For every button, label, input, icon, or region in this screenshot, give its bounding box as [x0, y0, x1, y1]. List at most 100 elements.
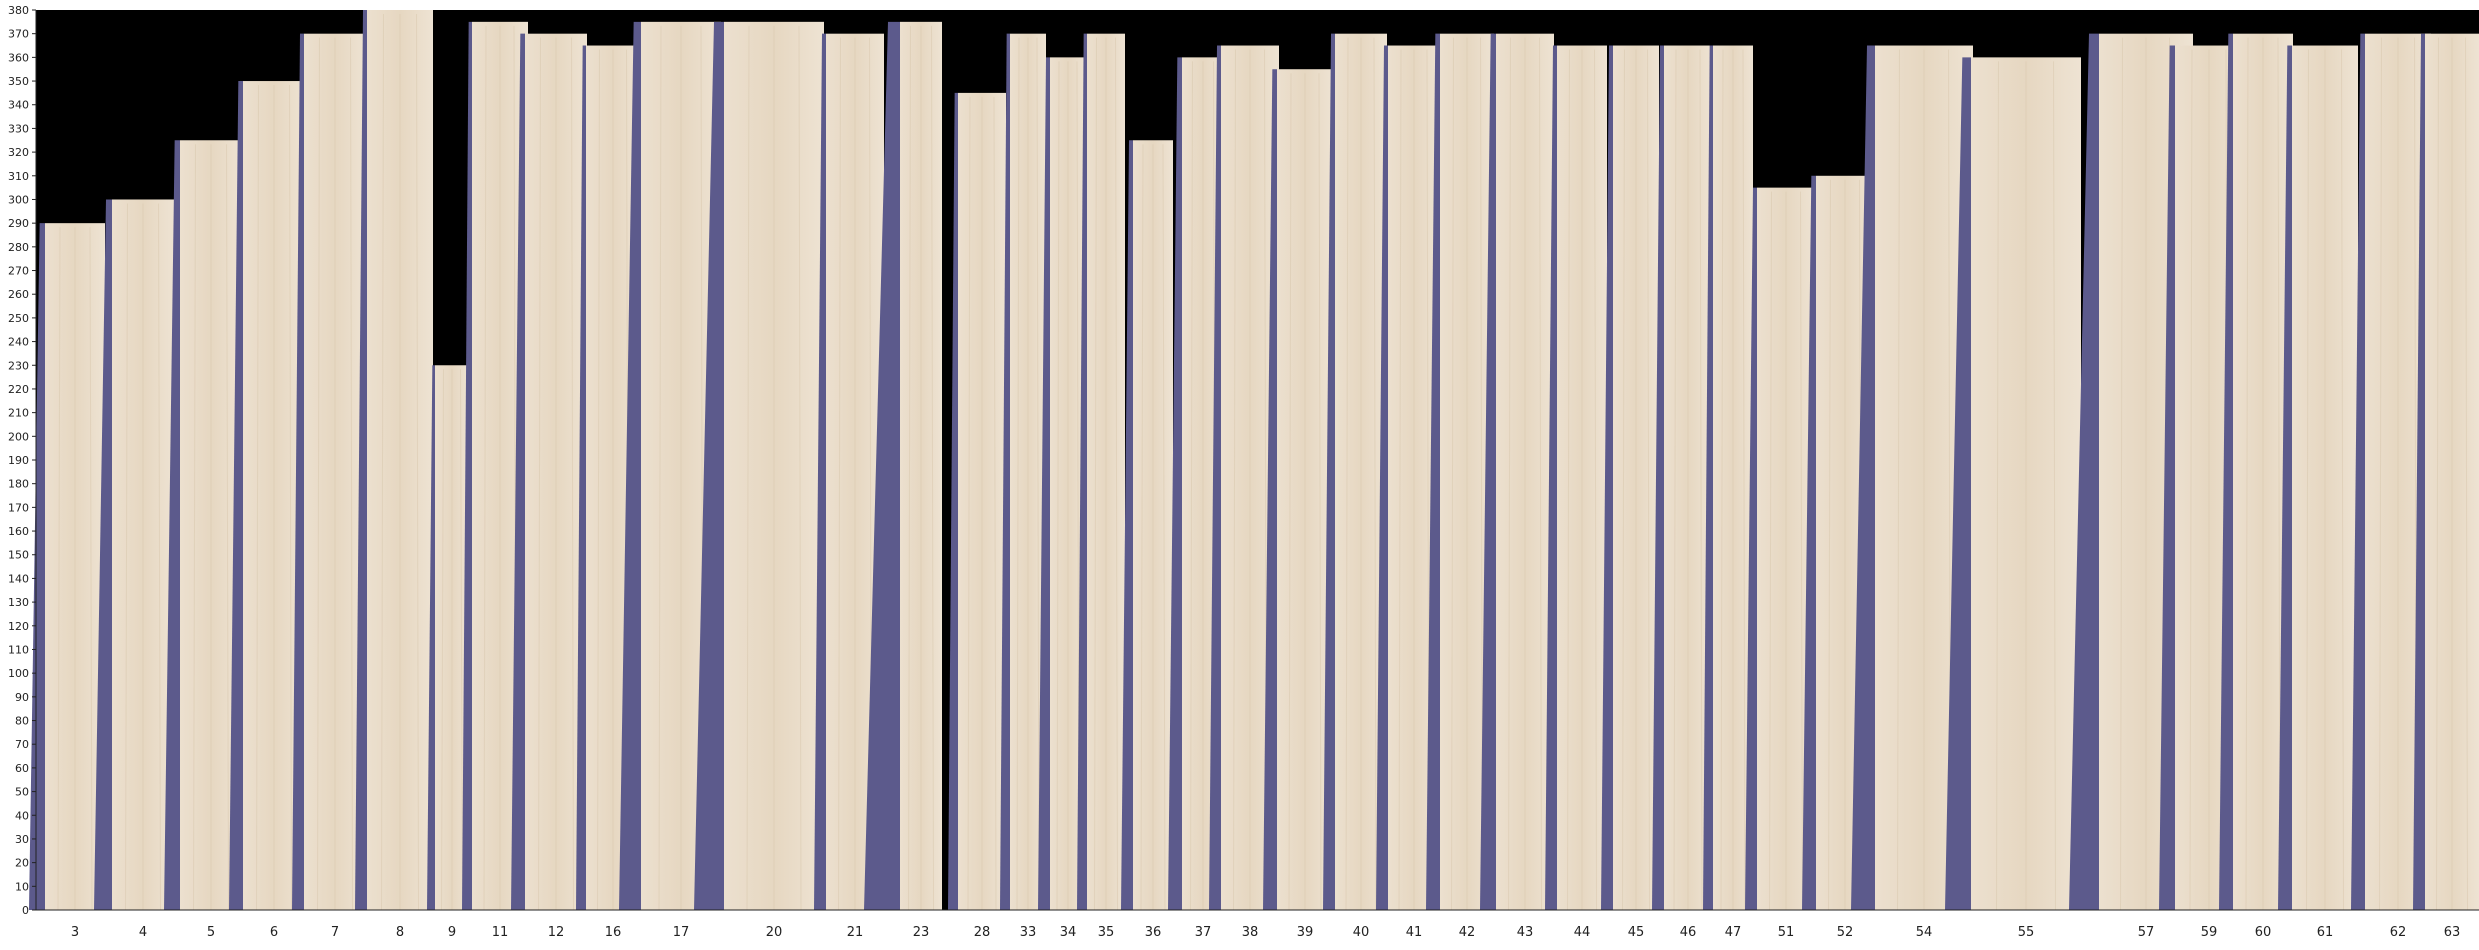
board-edge-44: [1545, 45, 1557, 911]
y-tick-label-250: 250: [8, 312, 29, 325]
y-tick-label-300: 300: [8, 193, 29, 206]
y-tick-label-160: 160: [8, 525, 29, 538]
board-edge-36: [1121, 140, 1133, 910]
y-tick-label-180: 180: [8, 478, 29, 491]
x-tick-label-36: 36: [1145, 925, 1162, 940]
board-grain: [256, 85, 259, 911]
board-edge-23: [864, 21, 900, 911]
y-tick-label-70: 70: [15, 738, 29, 751]
board-grain: [1996, 61, 1999, 911]
x-tick-label-54: 54: [1916, 925, 1933, 940]
board-edge-57: [2069, 33, 2099, 911]
board-edge-60: [2219, 33, 2233, 911]
y-tick-label-110: 110: [8, 643, 29, 656]
x-tick-label-16: 16: [605, 925, 622, 940]
board-edge-28: [948, 92, 958, 911]
board-grain: [460, 369, 463, 911]
board-grain: [1742, 49, 1746, 911]
board-grain: [1769, 191, 1772, 911]
board-grain: [2465, 37, 2468, 911]
board-edge-42: [1426, 33, 1440, 911]
board-grain: [317, 37, 320, 911]
board-edge-8: [355, 10, 367, 910]
board-grain: [483, 25, 487, 911]
board-grain: [1056, 61, 1060, 911]
x-tick-label-8: 8: [396, 925, 404, 940]
board-edge-5: [164, 140, 180, 910]
y-tick-label-170: 170: [8, 501, 29, 514]
board-edge-39: [1263, 69, 1277, 911]
x-tick-label-12: 12: [548, 925, 565, 940]
board-grain: [1451, 37, 1454, 911]
x-tick-label-21: 21: [847, 925, 864, 940]
board-grain: [57, 227, 61, 911]
board-grain: [1115, 37, 1118, 911]
x-tick-label-34: 34: [1060, 925, 1077, 940]
y-tick-label-20: 20: [15, 857, 29, 870]
y-tick-label-30: 30: [15, 833, 29, 846]
board-edge-33: [1000, 33, 1010, 911]
board-grain: [2120, 37, 2123, 911]
board-grain: [838, 37, 841, 911]
board-grain: [1288, 73, 1292, 911]
board-edge-6: [229, 81, 243, 911]
y-tick-label-190: 190: [8, 454, 29, 467]
board-grain: [908, 25, 911, 911]
x-tick-label-59: 59: [2201, 925, 2218, 940]
board-edge-52: [1802, 175, 1816, 910]
board-edge-41: [1376, 45, 1388, 911]
bars-layer: [29, 10, 2479, 911]
board-grain: [2053, 61, 2056, 911]
board-grain: [1094, 37, 1097, 911]
board-edge-38: [1209, 45, 1221, 911]
board-edge-35: [1077, 33, 1087, 911]
x-tick-label-35: 35: [1098, 925, 1115, 940]
board-edge-54: [1851, 45, 1875, 911]
x-tick-label-41: 41: [1406, 925, 1423, 940]
board-grain: [1567, 49, 1570, 911]
board-grain: [2436, 37, 2439, 911]
y-tick-label-350: 350: [8, 75, 29, 88]
board-grain: [2245, 37, 2249, 911]
board-grain: [1345, 37, 1349, 911]
board-grain: [158, 203, 161, 911]
y-tick-label-150: 150: [8, 549, 29, 562]
x-tick-label-63: 63: [2444, 925, 2461, 940]
board-grain: [1699, 49, 1703, 911]
x-tick-label-23: 23: [913, 925, 930, 940]
board-grain: [1318, 73, 1322, 911]
board-grain: [416, 13, 419, 911]
board-edge-63: [2413, 33, 2425, 911]
board-grain: [89, 227, 93, 911]
board-edge-17: [619, 21, 641, 911]
board-grain: [1897, 49, 1900, 911]
x-tick-label-4: 4: [139, 925, 147, 940]
board-edge-55: [1945, 57, 1971, 911]
board-edge-34: [1038, 57, 1050, 911]
board-grain: [1673, 49, 1677, 911]
y-tick-label-310: 310: [8, 170, 29, 183]
x-tick-label-62: 62: [2390, 925, 2407, 940]
x-tick-label-6: 6: [270, 925, 278, 940]
y-tick-label-100: 100: [8, 667, 29, 680]
board-edge-4: [94, 199, 112, 910]
board-grain: [1508, 37, 1511, 911]
y-tick-label-50: 50: [15, 786, 29, 799]
x-tick-label-7: 7: [331, 925, 339, 940]
board-edge-3: [29, 223, 45, 910]
board-grain: [193, 144, 196, 911]
y-tick-label-120: 120: [8, 620, 29, 633]
y-tick-label-370: 370: [8, 28, 29, 41]
board-edge-7: [292, 33, 304, 911]
y-tick-label-230: 230: [8, 359, 29, 372]
board-grain: [798, 25, 802, 911]
board-edge-45: [1601, 45, 1613, 911]
board-grain: [1828, 179, 1831, 911]
y-tick-label-340: 340: [8, 99, 29, 112]
board-edge-37: [1168, 57, 1182, 911]
x-tick-label-45: 45: [1628, 925, 1645, 940]
board-edge-62: [2351, 33, 2365, 911]
y-tick-label-130: 130: [8, 596, 29, 609]
board-grain: [381, 13, 384, 911]
board-edge-51: [1745, 187, 1757, 910]
